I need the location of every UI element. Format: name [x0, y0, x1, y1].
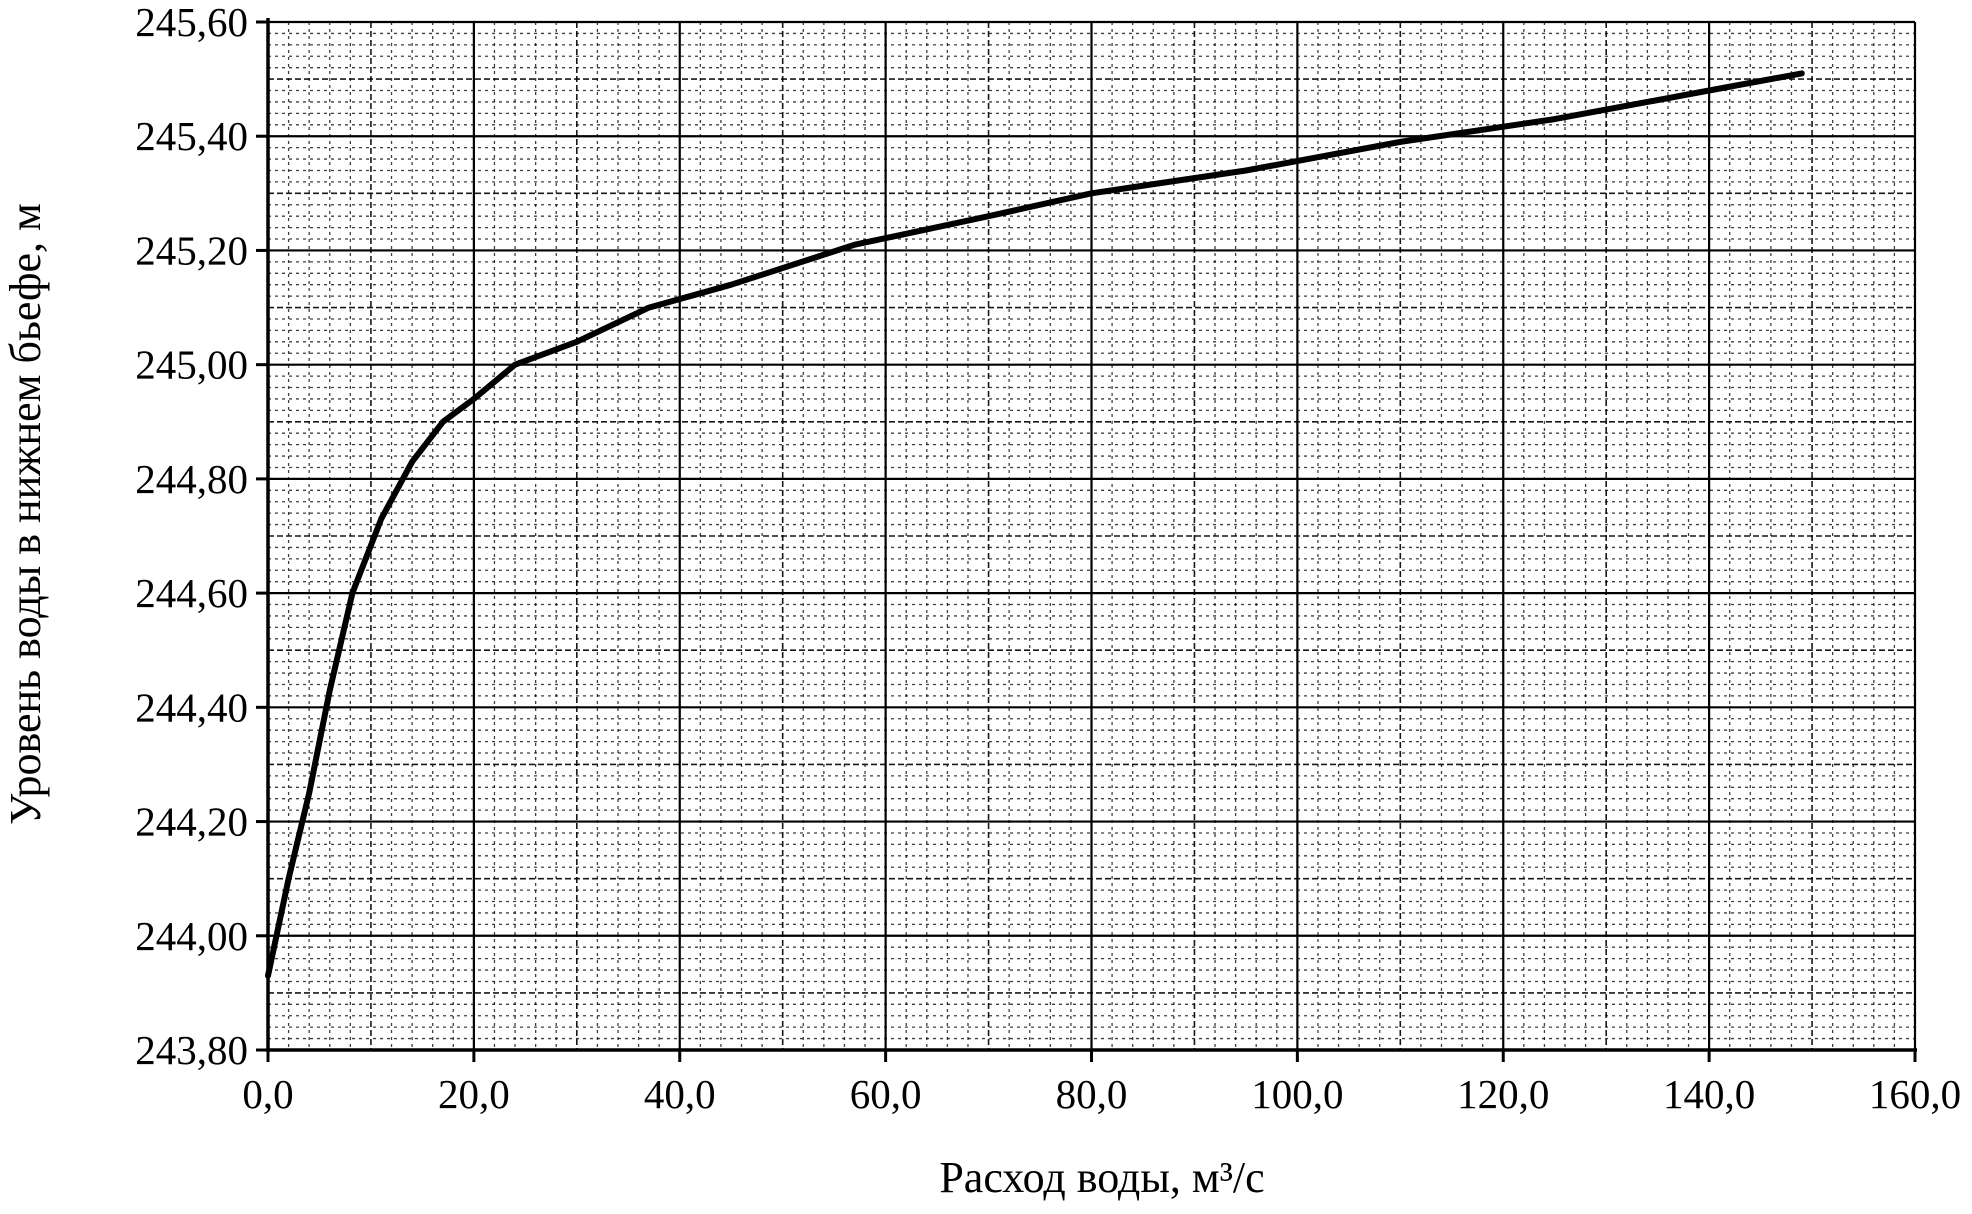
- x-tick-label: 160,0: [1869, 1071, 1961, 1117]
- x-tick-label: 40,0: [644, 1071, 716, 1117]
- x-tick-label: 80,0: [1056, 1071, 1128, 1117]
- x-tick-labels: 0,0 20,0 40,0 60,0 80,0 100,0 120,0 140,0 160,0: [242, 1071, 1961, 1117]
- y-axis-title: Уровень воды в нижнем бьефе, м: [1, 203, 50, 825]
- y-tick-label: 244,20: [135, 799, 248, 845]
- x-tick-label: 100,0: [1251, 1071, 1343, 1117]
- x-tick-label: 120,0: [1457, 1071, 1549, 1117]
- y-tick-label: 245,40: [135, 113, 248, 159]
- x-tick-label: 20,0: [438, 1071, 510, 1117]
- x-tick-label: 140,0: [1663, 1071, 1755, 1117]
- y-tick-label: 244,60: [135, 570, 248, 616]
- y-tick-label: 244,40: [135, 684, 248, 730]
- y-tick-label: 244,00: [135, 913, 248, 959]
- y-tick-label: 243,80: [135, 1027, 248, 1073]
- y-tick-label: 245,20: [135, 227, 248, 273]
- y-tick-label: 245,60: [135, 0, 248, 45]
- y-tick-labels: 243,80 244,00 244,20 244,40 244,60 244,80 245,…: [135, 0, 248, 1073]
- y-tick-label: 244,80: [135, 456, 248, 502]
- grid-lines: [268, 22, 1915, 1050]
- y-tick-label: 245,00: [135, 342, 248, 388]
- x-axis-title: Расход воды, м³/с: [939, 1153, 1264, 1202]
- x-tick-label: 0,0: [242, 1071, 293, 1117]
- x-tick-label: 60,0: [850, 1071, 922, 1117]
